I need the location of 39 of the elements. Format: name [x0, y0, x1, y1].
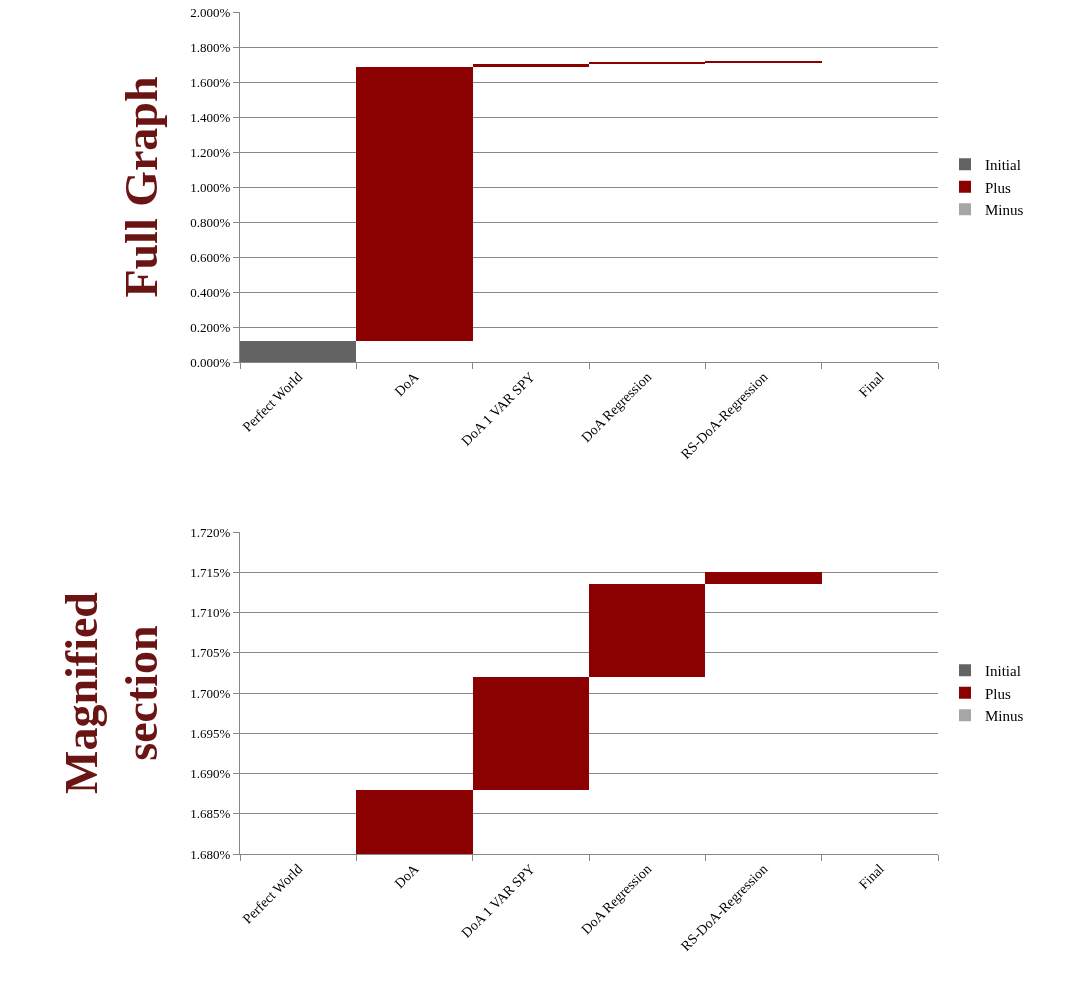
y-tick-label: 0.000%	[190, 354, 231, 370]
y-tick-label: 0.600%	[190, 249, 231, 265]
y-tick-label: 1.695%	[190, 725, 231, 741]
y-tick-label: 1.720%	[190, 524, 231, 540]
bar	[705, 572, 822, 584]
bar	[356, 67, 473, 341]
y-tick-label: 0.400%	[190, 284, 231, 300]
y-tick-label: 1.400%	[190, 109, 231, 125]
x-tick-label: DoA	[391, 860, 423, 892]
y-axis-title: Magnified section	[55, 591, 167, 794]
x-tick-label: DoA 1 VAR SPY	[458, 861, 538, 941]
y-tick-label: 1.685%	[190, 806, 231, 822]
y-tick-label: 2.000%	[190, 4, 231, 20]
legend-label: Initial	[984, 157, 1021, 174]
y-tick-label: 0.200%	[190, 319, 231, 335]
y-tick-label: 1.000%	[190, 179, 231, 195]
legend-label: Minus	[984, 202, 1024, 219]
legend-label: Minus	[984, 708, 1024, 725]
y-tick-label: 1.690%	[190, 766, 231, 782]
bar	[473, 64, 589, 67]
x-tick-label: DoA 1 VAR SPY	[458, 369, 538, 449]
y-tick-label: 1.200%	[190, 144, 231, 160]
legend-label: Initial	[984, 663, 1021, 680]
y-tick-label: 1.715%	[190, 564, 231, 580]
bar	[473, 677, 589, 790]
bar	[240, 341, 356, 362]
y-tick-label: 1.700%	[190, 685, 231, 701]
x-tick-label: DoA	[391, 368, 423, 400]
bar	[589, 584, 705, 677]
y-axis-title: Full Graph	[115, 76, 167, 298]
y-tick-label: 1.800%	[190, 39, 231, 55]
bar	[356, 790, 473, 854]
y-tick-label: 1.680%	[190, 846, 231, 862]
legend-label: Plus	[984, 179, 1011, 196]
y-tick-label: 1.705%	[190, 645, 231, 661]
y-tick-label: 1.710%	[190, 605, 231, 621]
y-tick-label: 1.600%	[190, 74, 231, 90]
y-tick-label: 0.800%	[190, 214, 231, 230]
legend-label: Plus	[984, 685, 1011, 702]
